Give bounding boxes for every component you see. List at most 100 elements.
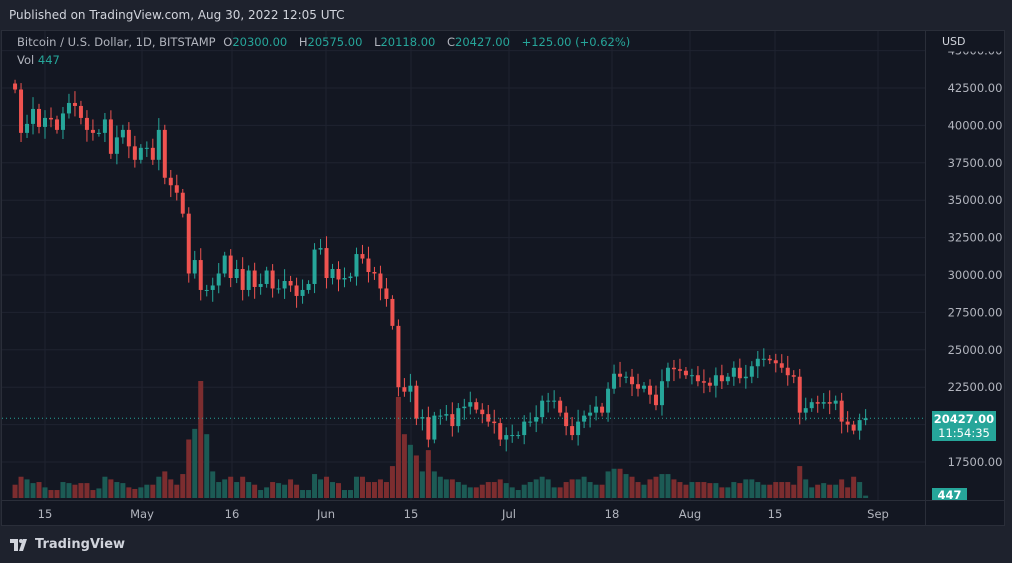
volume-bar bbox=[150, 484, 156, 498]
volume-bar bbox=[713, 483, 719, 498]
volume-bar bbox=[677, 482, 683, 498]
volume-bar bbox=[755, 482, 761, 498]
volume-bar bbox=[473, 487, 479, 498]
candle-body bbox=[120, 129, 125, 138]
currency-label[interactable]: USD bbox=[942, 35, 966, 48]
candle-body bbox=[851, 424, 856, 431]
candle-body bbox=[186, 213, 191, 274]
tradingview-logo[interactable]: TradingView bbox=[10, 537, 125, 552]
volume-bar bbox=[653, 476, 659, 498]
candle-body bbox=[48, 117, 53, 120]
candle-body bbox=[318, 248, 323, 250]
volume-bar bbox=[503, 483, 509, 498]
volume-bar bbox=[246, 482, 252, 498]
candle-body bbox=[695, 375, 700, 382]
candle-body bbox=[276, 288, 281, 290]
candle-body bbox=[90, 129, 95, 133]
price-axis-label: 22500.00 bbox=[948, 380, 1003, 394]
volume-bar bbox=[545, 479, 551, 498]
volume-bar bbox=[294, 484, 300, 498]
candle-body bbox=[791, 375, 796, 377]
candle-body bbox=[37, 108, 42, 127]
candle-body bbox=[767, 358, 772, 361]
volume-legend: Vol 447 bbox=[17, 53, 60, 67]
volume-bar bbox=[90, 490, 96, 498]
volume-bar bbox=[365, 482, 371, 498]
volume-bar bbox=[521, 484, 527, 498]
volume-bar bbox=[629, 476, 635, 498]
candle-body bbox=[31, 108, 36, 124]
volume-bar bbox=[437, 476, 443, 498]
change-value: +125.00 (+0.62%) bbox=[521, 35, 631, 49]
volume-bar bbox=[371, 482, 377, 498]
candle-body bbox=[624, 376, 629, 378]
candle-body bbox=[522, 421, 527, 436]
candle-body bbox=[683, 370, 688, 376]
candle-body bbox=[510, 435, 515, 437]
volume-bar bbox=[300, 490, 306, 498]
candle-body bbox=[84, 117, 89, 130]
candle-body bbox=[504, 435, 509, 440]
volume-bar bbox=[593, 484, 599, 498]
candle-body bbox=[450, 414, 455, 427]
candle-body bbox=[390, 298, 395, 326]
candle-body bbox=[252, 270, 257, 287]
close-value: 20427.00 bbox=[455, 35, 510, 49]
candle-body bbox=[761, 358, 766, 360]
candle-body bbox=[324, 248, 329, 278]
price-axis-label: 35000.00 bbox=[948, 193, 1003, 207]
volume-bar bbox=[815, 484, 821, 498]
candle-body bbox=[582, 415, 587, 422]
volume-bar bbox=[833, 484, 839, 498]
candle-body bbox=[486, 414, 491, 422]
price-axis-label: 25000.00 bbox=[948, 343, 1003, 357]
candle-body bbox=[498, 423, 503, 440]
candle-body bbox=[815, 402, 820, 404]
volume-bar bbox=[282, 484, 288, 498]
price-axis-label: 32500.00 bbox=[948, 231, 1003, 245]
candle-body bbox=[570, 426, 575, 436]
candle-body bbox=[588, 412, 593, 416]
volume-bar bbox=[731, 482, 737, 498]
volume-bar bbox=[425, 450, 431, 498]
volume-bar bbox=[761, 484, 767, 498]
candle-body bbox=[665, 367, 670, 382]
volume-bar bbox=[252, 484, 258, 498]
candle-body bbox=[492, 421, 497, 424]
candle-body bbox=[863, 418, 868, 421]
volume-bar bbox=[60, 482, 66, 498]
volume-bar bbox=[563, 482, 569, 498]
candle-body bbox=[516, 435, 521, 437]
candle-body bbox=[168, 177, 173, 186]
volume-bar bbox=[659, 474, 665, 498]
volume-bar bbox=[695, 482, 701, 498]
volume-bar bbox=[707, 483, 713, 498]
volume-bar bbox=[288, 479, 294, 498]
candle-body bbox=[642, 385, 646, 389]
price-axis-label: 40000.00 bbox=[948, 118, 1003, 132]
volume-bar bbox=[485, 482, 491, 498]
last-price: 20427.00 bbox=[933, 412, 995, 426]
time-axis-label: Sep bbox=[867, 507, 889, 521]
candle-body bbox=[797, 376, 802, 413]
volume-bar bbox=[599, 484, 605, 498]
volume-bar bbox=[395, 396, 401, 498]
volume-bar bbox=[665, 474, 671, 498]
candle-body bbox=[108, 119, 113, 154]
volume-bar bbox=[491, 482, 497, 498]
volume-bar bbox=[342, 490, 347, 498]
volume-bar bbox=[78, 483, 84, 498]
symbol-name[interactable]: Bitcoin / U.S. Dollar, 1D, BITSTAMP bbox=[17, 35, 216, 49]
candle-body bbox=[468, 402, 473, 407]
candle-body bbox=[444, 414, 449, 416]
volume-bar bbox=[389, 466, 395, 498]
volume-bar bbox=[575, 479, 581, 498]
volume-bar bbox=[719, 487, 725, 498]
volume-bar bbox=[222, 479, 228, 498]
chart-panel[interactable] bbox=[1, 30, 1005, 526]
volume-bar bbox=[857, 482, 863, 498]
candle-body bbox=[156, 129, 161, 160]
volume-bar bbox=[725, 487, 731, 498]
candle-body bbox=[462, 406, 467, 409]
